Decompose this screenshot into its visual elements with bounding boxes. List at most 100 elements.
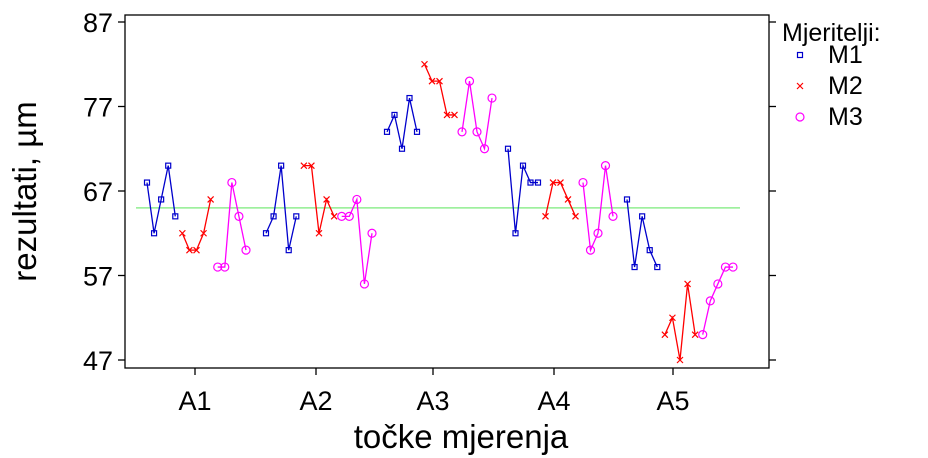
point-m3 [585,245,596,255]
series-line-m2-a5 [664,283,696,361]
point-m1 [278,162,285,169]
y-tick-label: 67 [83,177,113,207]
point-m2 [661,331,669,339]
series-line-m3-a2 [341,196,373,285]
y-axis-ticks: 47 57 67 77 87 [83,8,776,376]
point-m2 [200,229,207,237]
point-m2 [669,314,676,322]
point-m1 [646,247,653,254]
point-m1 [512,230,519,237]
point-m2 [300,162,308,170]
point-m3 [344,211,354,221]
point-m2 [178,229,186,237]
series-line-m1-a4 [507,148,538,234]
x-tick-label-a5: A5 [656,386,689,416]
point-m3 [593,228,603,238]
point-m1 [519,162,527,169]
series-line-m2-a1 [181,199,212,251]
point-m2 [207,196,215,203]
point-m3 [234,211,244,221]
point-m1 [406,94,413,102]
series-line-m2-a2 [303,164,335,234]
point-m2 [186,246,193,254]
point-m1 [398,145,406,152]
point-m3 [367,228,377,238]
point-m2 [308,162,315,170]
point-m2 [315,229,323,237]
legend-marker-m3 [795,112,805,122]
point-m2 [572,212,579,220]
point-m2 [451,111,458,119]
series-line-m1-a5 [626,199,658,268]
point-m1 [623,196,631,203]
legend-label-m1: M1 [828,41,863,69]
legend-label-m2: M2 [828,72,863,100]
point-m2 [421,60,428,68]
series-line-m1-a2 [265,165,297,251]
legend-marker-m2 [796,82,804,90]
point-m2 [436,77,443,85]
x-axis-title: točke mjerenja [354,418,569,455]
x-tick-label-a2: A2 [299,386,332,416]
point-m1 [262,230,270,237]
y-tick-label: 87 [83,8,113,38]
x-tick-label-a3: A3 [416,386,449,416]
legend: Mjeritelji: M1 M2 M3 [782,19,881,131]
series-lines [146,63,733,361]
series-line-m1-a1 [146,165,176,234]
point-m1 [165,162,172,169]
point-m3 [457,127,467,137]
legend-label-m3: M3 [828,103,863,131]
series-line-m3-a3 [461,81,493,152]
point-m3 [479,144,490,154]
point-m1 [654,263,661,271]
point-m2 [684,280,691,288]
point-m1 [172,213,179,220]
point-m1 [270,213,277,220]
point-m1 [527,179,534,186]
point-m3 [608,211,618,221]
point-m3 [472,127,482,137]
point-m1 [293,213,300,220]
point-m1 [504,145,512,152]
point-m1 [631,263,638,271]
point-m3 [578,177,588,188]
point-m1 [534,179,542,186]
y-axis-title: rezultati, µm [6,101,43,281]
x-tick-label-a1: A1 [178,386,211,416]
plot-frame [124,14,770,369]
point-m1 [158,196,165,203]
point-m3 [698,330,708,340]
series-line-m3-a4 [582,165,614,253]
point-m1 [143,179,151,186]
series-line-m2-a4 [544,181,577,217]
point-m3 [728,262,738,272]
point-m3 [713,279,723,289]
series-line-m2-a3 [423,63,455,116]
legend-title: Mjeritelji: [782,19,881,47]
series-line-m3-a1 [217,182,247,268]
point-m3 [241,245,251,255]
point-m2 [330,212,338,220]
y-tick-label: 57 [83,262,113,292]
point-m2 [428,77,436,85]
y-tick-label: 77 [83,93,113,123]
point-m1 [391,111,398,119]
point-m3 [464,76,475,86]
point-m1 [285,247,292,254]
point-m2 [691,331,699,339]
point-m2 [443,111,451,119]
point-m3 [600,161,611,171]
point-m2 [193,246,200,254]
series-line-m3-a5 [702,266,733,335]
series-markers [143,60,738,364]
point-m3 [352,194,362,205]
point-m2 [323,196,330,203]
point-m1 [639,213,646,220]
point-m2 [542,212,549,220]
point-m1 [150,230,158,237]
y-tick-label: 47 [83,346,113,376]
point-m3 [359,279,370,289]
point-m3 [487,93,497,103]
